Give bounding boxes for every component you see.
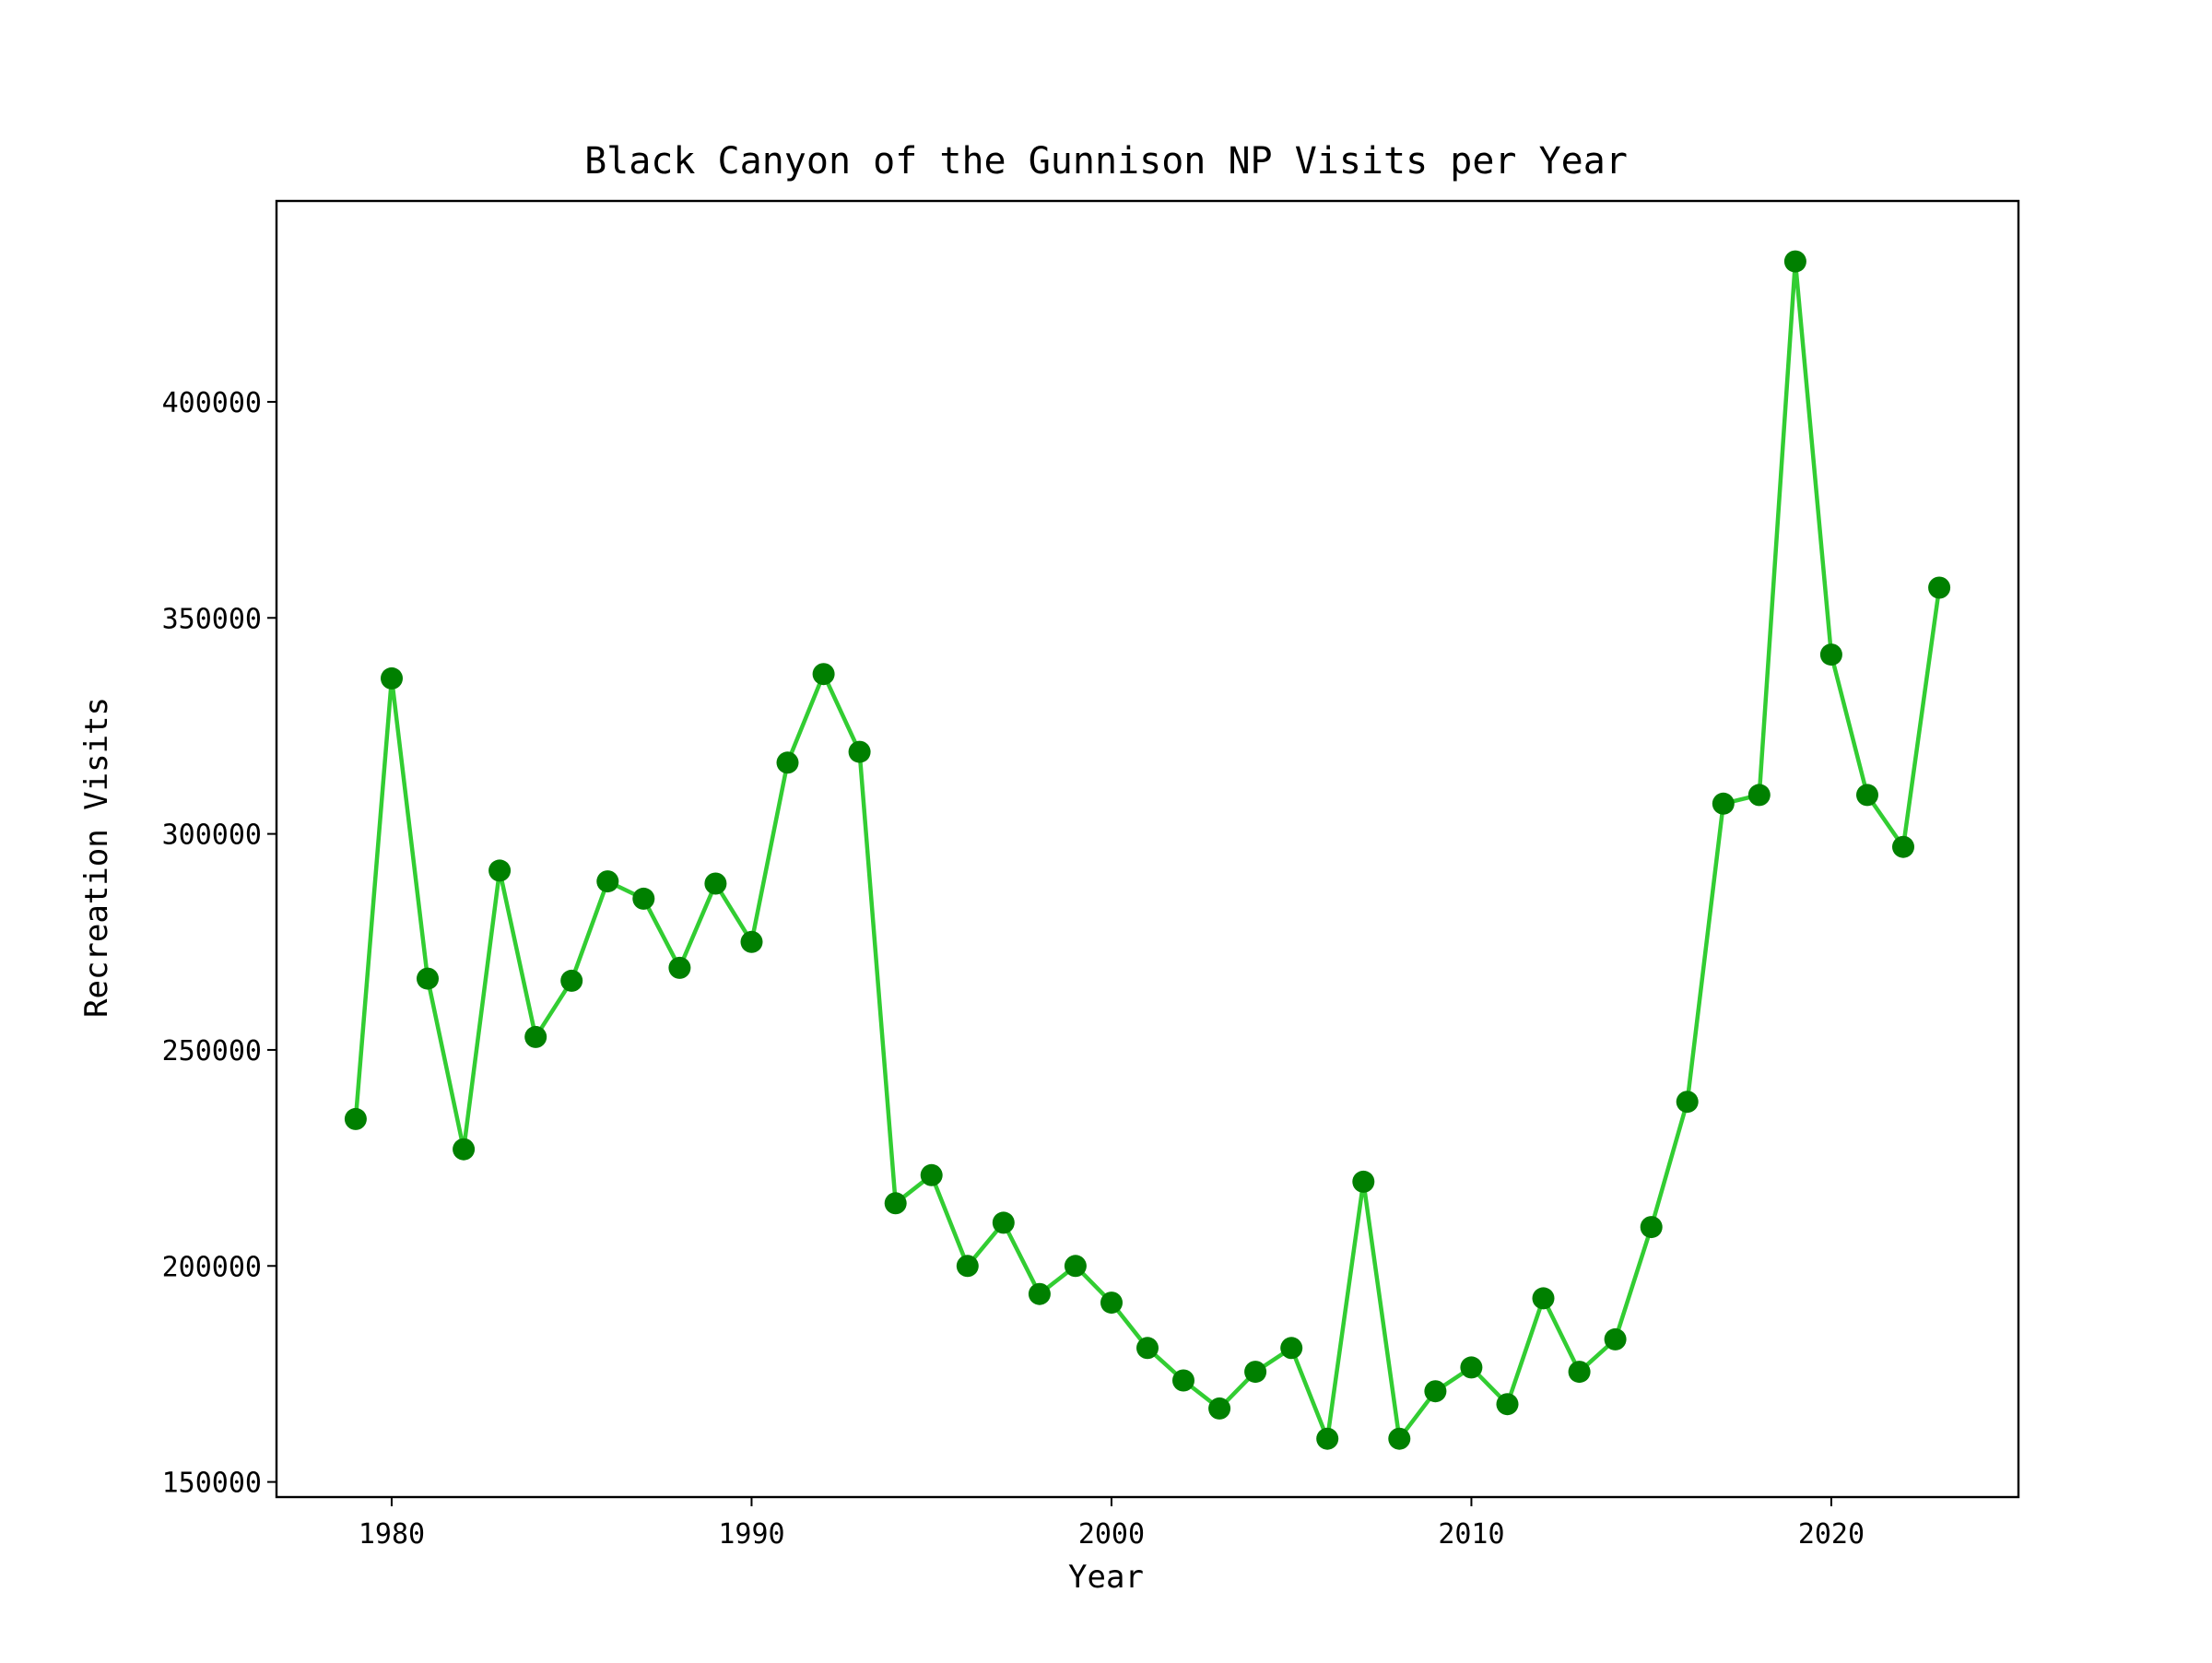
plot-frame — [275, 199, 2020, 1499]
data-point-1980 — [381, 666, 403, 690]
data-point-2016 — [1676, 1091, 1699, 1114]
data-point-1993 — [848, 740, 871, 763]
data-point-2021 — [1856, 784, 1878, 807]
y-tick-label-150000: 150000 — [162, 1468, 262, 1500]
data-point-2020 — [1819, 643, 1842, 666]
data-point-2011 — [1496, 1393, 1519, 1416]
data-point-2019 — [1783, 250, 1806, 273]
data-point-2014 — [1604, 1327, 1627, 1350]
data-point-1979 — [344, 1107, 367, 1130]
y-tick-label-400000: 400000 — [162, 387, 262, 419]
data-point-2002 — [1172, 1369, 1194, 1392]
data-point-1986 — [596, 870, 619, 893]
data-point-1996 — [956, 1255, 979, 1278]
data-point-1992 — [812, 663, 835, 686]
data-point-2012 — [1532, 1287, 1555, 1310]
data-point-2004 — [1244, 1361, 1267, 1384]
data-point-1981 — [417, 967, 439, 990]
data-point-1982 — [453, 1138, 476, 1161]
data-point-2000 — [1100, 1291, 1123, 1315]
data-point-2023 — [1928, 576, 1951, 599]
data-point-2005 — [1280, 1337, 1303, 1360]
x-tick-label-2000: 2000 — [1078, 1518, 1145, 1551]
data-point-1984 — [524, 1025, 547, 1048]
data-point-2003 — [1208, 1397, 1231, 1420]
y-tick-label-250000: 250000 — [162, 1035, 262, 1067]
x-tick-label-2020: 2020 — [1798, 1518, 1865, 1551]
data-point-1983 — [488, 859, 512, 882]
data-point-2022 — [1892, 835, 1914, 858]
x-tick-label-2010: 2010 — [1438, 1518, 1504, 1551]
y-axis-label: Recreation Visits — [78, 697, 115, 1018]
data-point-2015 — [1640, 1216, 1663, 1239]
data-point-2013 — [1568, 1361, 1591, 1384]
data-point-1987 — [632, 887, 655, 910]
data-point-1989 — [704, 872, 727, 895]
data-point-1991 — [776, 751, 799, 774]
x-tick-label-1990: 1990 — [718, 1518, 784, 1551]
chart-title: Black Canyon of the Gunnison NP Visits p… — [584, 140, 1628, 183]
data-point-1990 — [740, 930, 763, 953]
data-point-1988 — [668, 956, 691, 979]
x-axis-label: Year — [1068, 1559, 1144, 1596]
data-point-1997 — [992, 1211, 1015, 1234]
data-point-2017 — [1712, 792, 1735, 815]
data-point-2010 — [1460, 1356, 1483, 1379]
x-tick-label-1980: 1980 — [359, 1518, 425, 1551]
data-point-2018 — [1747, 784, 1771, 807]
data-point-2001 — [1136, 1337, 1159, 1360]
data-point-1995 — [920, 1163, 943, 1186]
data-point-1985 — [560, 969, 583, 992]
data-point-2006 — [1316, 1427, 1339, 1450]
data-point-1999 — [1064, 1255, 1087, 1278]
y-tick-label-200000: 200000 — [162, 1251, 262, 1283]
data-point-1998 — [1028, 1282, 1051, 1305]
data-point-1994 — [884, 1192, 907, 1215]
plot-area: 1980 1990 2000 2010 2020 150000 200000 250000 30… — [162, 199, 2020, 1551]
y-tick-label-350000: 350000 — [162, 603, 262, 635]
y-tick-label-300000: 300000 — [162, 820, 262, 852]
data-point-2008 — [1388, 1427, 1411, 1450]
data-point-2007 — [1352, 1170, 1375, 1193]
data-point-2009 — [1424, 1380, 1447, 1403]
